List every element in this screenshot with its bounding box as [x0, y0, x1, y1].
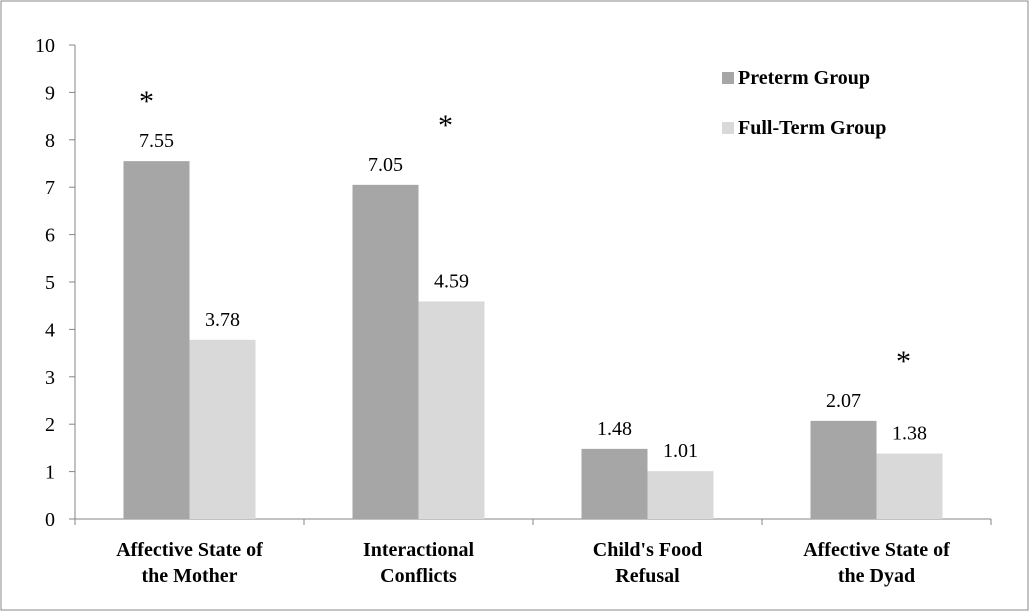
legend-swatch — [722, 72, 734, 84]
value-label: 7.55 — [139, 130, 174, 152]
annotation: * — [896, 345, 911, 378]
annotation: * — [139, 85, 154, 118]
y-tick-label: 4 — [45, 319, 55, 341]
value-label: 4.59 — [434, 270, 469, 292]
y-tick-label: 0 — [45, 509, 55, 531]
y-tick-label: 3 — [45, 367, 55, 389]
value-label: 7.05 — [368, 154, 403, 176]
bar — [189, 339, 256, 519]
bar — [810, 420, 877, 519]
legend-label: Preterm Group — [738, 67, 870, 89]
legend-label: Full-Term Group — [738, 117, 886, 139]
y-tick-label: 8 — [45, 130, 55, 152]
x-tick-label: Affective State of the Dyad — [803, 539, 950, 587]
bar — [581, 448, 648, 519]
bar — [352, 184, 419, 519]
value-label: 1.48 — [597, 418, 632, 440]
value-label: 3.78 — [205, 309, 240, 331]
x-tick-label: Interactional Conflicts — [362, 539, 475, 587]
legend-swatch — [722, 122, 734, 134]
value-label: 1.38 — [892, 423, 927, 445]
y-tick-label: 10 — [35, 35, 55, 57]
y-tick-label: 5 — [45, 272, 55, 294]
y-tick-label: 1 — [45, 462, 55, 484]
y-tick-label: 9 — [45, 82, 55, 104]
annotation: * — [438, 109, 453, 142]
value-label: 2.07 — [826, 390, 861, 412]
x-tick-label: Affective State of the Mother — [116, 539, 263, 587]
value-label: 1.01 — [663, 440, 698, 462]
bar — [876, 453, 943, 519]
y-tick-label: 2 — [45, 414, 55, 436]
bar — [418, 301, 485, 519]
y-tick-label: 7 — [45, 177, 55, 199]
x-tick-label: Child's Food Refusal — [592, 539, 703, 587]
bar — [647, 471, 714, 519]
bar — [123, 161, 190, 519]
y-tick-label: 6 — [45, 225, 55, 247]
